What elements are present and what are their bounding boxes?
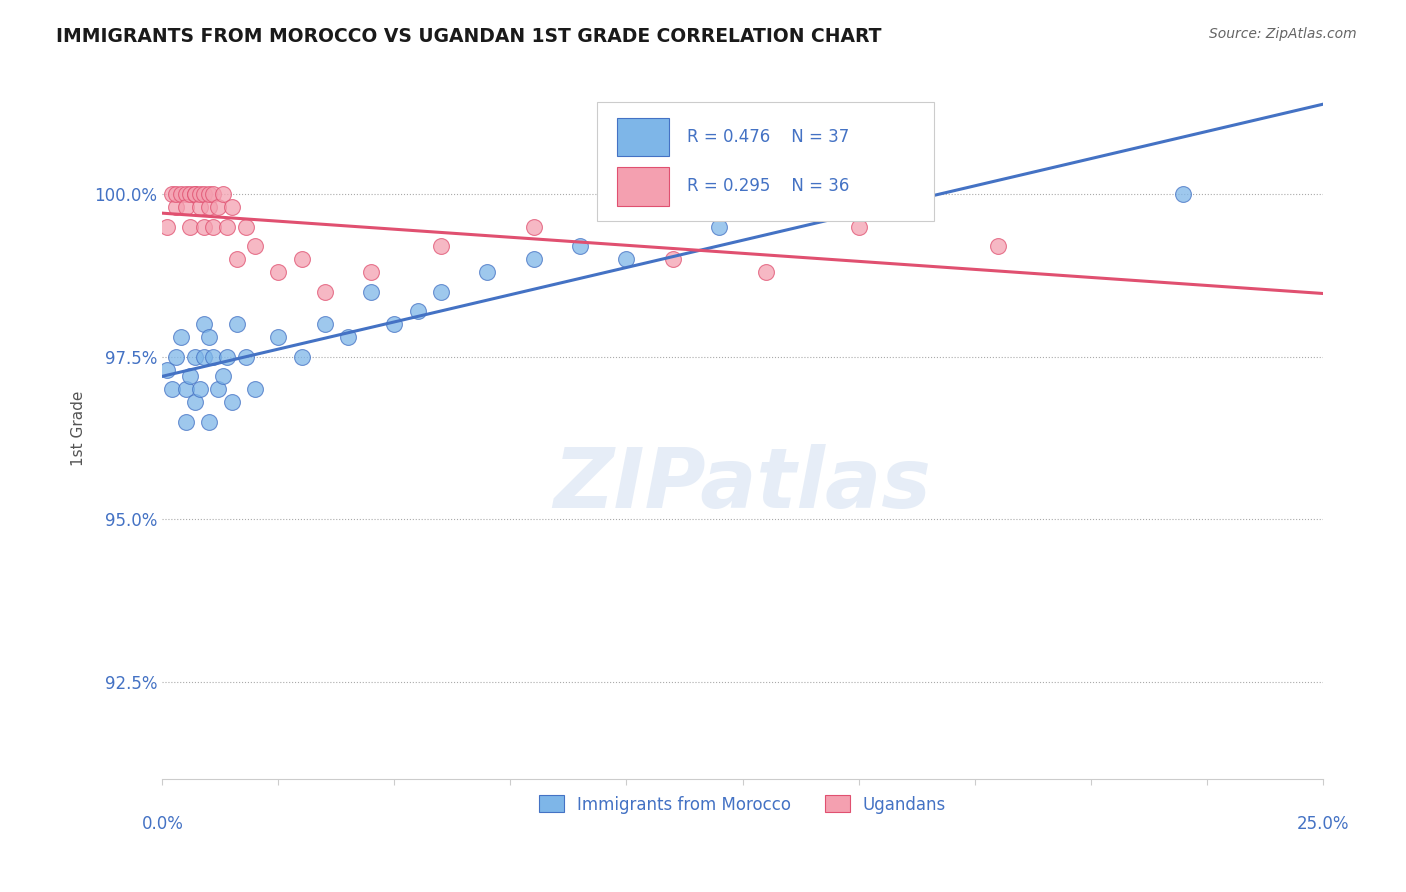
Point xyxy=(160,383,183,397)
Point xyxy=(267,265,290,279)
Point xyxy=(193,350,215,364)
Point xyxy=(217,219,239,234)
Point xyxy=(170,330,193,344)
Point xyxy=(430,239,453,253)
Point xyxy=(245,239,267,253)
Point xyxy=(430,285,453,299)
Point xyxy=(221,395,243,409)
Point xyxy=(188,383,211,397)
Point xyxy=(337,330,360,344)
Text: IMMIGRANTS FROM MOROCCO VS UGANDAN 1ST GRADE CORRELATION CHART: IMMIGRANTS FROM MOROCCO VS UGANDAN 1ST G… xyxy=(56,27,882,45)
Point xyxy=(198,330,221,344)
FancyBboxPatch shape xyxy=(617,167,669,206)
Point xyxy=(184,187,207,202)
Text: 25.0%: 25.0% xyxy=(1296,815,1348,833)
Point xyxy=(235,219,257,234)
Point xyxy=(202,219,225,234)
Point xyxy=(193,318,215,332)
Point xyxy=(193,187,215,202)
Point xyxy=(156,219,179,234)
Point xyxy=(314,285,336,299)
Point xyxy=(202,350,225,364)
Point xyxy=(225,252,247,267)
Point xyxy=(188,201,211,215)
Point xyxy=(174,415,197,429)
Legend: Immigrants from Morocco, Ugandans: Immigrants from Morocco, Ugandans xyxy=(533,789,953,821)
Point xyxy=(235,350,257,364)
Point xyxy=(193,219,215,234)
Point xyxy=(165,187,187,202)
Point xyxy=(184,187,207,202)
Point xyxy=(616,252,638,267)
Point xyxy=(569,239,592,253)
Point xyxy=(1173,187,1195,202)
Point xyxy=(523,252,546,267)
Point xyxy=(165,201,187,215)
Point xyxy=(245,383,267,397)
Point xyxy=(179,187,201,202)
Point xyxy=(184,395,207,409)
Point xyxy=(188,187,211,202)
Point xyxy=(207,201,229,215)
Point xyxy=(848,201,870,215)
Point xyxy=(360,285,382,299)
Point xyxy=(198,201,221,215)
Y-axis label: 1st Grade: 1st Grade xyxy=(72,391,86,467)
Point xyxy=(360,265,382,279)
Point xyxy=(198,415,221,429)
Text: Source: ZipAtlas.com: Source: ZipAtlas.com xyxy=(1209,27,1357,41)
Point xyxy=(170,187,193,202)
Point xyxy=(384,318,406,332)
Point xyxy=(523,219,546,234)
Point xyxy=(406,304,429,318)
Text: R = 0.295    N = 36: R = 0.295 N = 36 xyxy=(686,178,849,195)
Point xyxy=(179,369,201,384)
Point xyxy=(225,318,247,332)
Point xyxy=(179,219,201,234)
Text: 0.0%: 0.0% xyxy=(142,815,183,833)
Point xyxy=(184,350,207,364)
Point xyxy=(267,330,290,344)
Point xyxy=(221,201,243,215)
FancyBboxPatch shape xyxy=(598,102,934,221)
Point xyxy=(211,187,233,202)
Point xyxy=(160,187,183,202)
Point xyxy=(202,187,225,202)
FancyBboxPatch shape xyxy=(617,118,669,156)
Point xyxy=(174,383,197,397)
Text: R = 0.476    N = 37: R = 0.476 N = 37 xyxy=(686,128,849,146)
Point xyxy=(156,363,179,377)
Point xyxy=(709,219,731,234)
Point xyxy=(662,252,685,267)
Point xyxy=(755,265,778,279)
Point xyxy=(987,239,1010,253)
Point xyxy=(165,350,187,364)
Point xyxy=(211,369,233,384)
Point xyxy=(291,252,314,267)
Point xyxy=(477,265,499,279)
Point xyxy=(217,350,239,364)
Point xyxy=(198,187,221,202)
Point xyxy=(848,219,870,234)
Point xyxy=(207,383,229,397)
Point xyxy=(174,187,197,202)
Point xyxy=(291,350,314,364)
Point xyxy=(174,201,197,215)
Point xyxy=(314,318,336,332)
Text: ZIPatlas: ZIPatlas xyxy=(554,444,931,525)
